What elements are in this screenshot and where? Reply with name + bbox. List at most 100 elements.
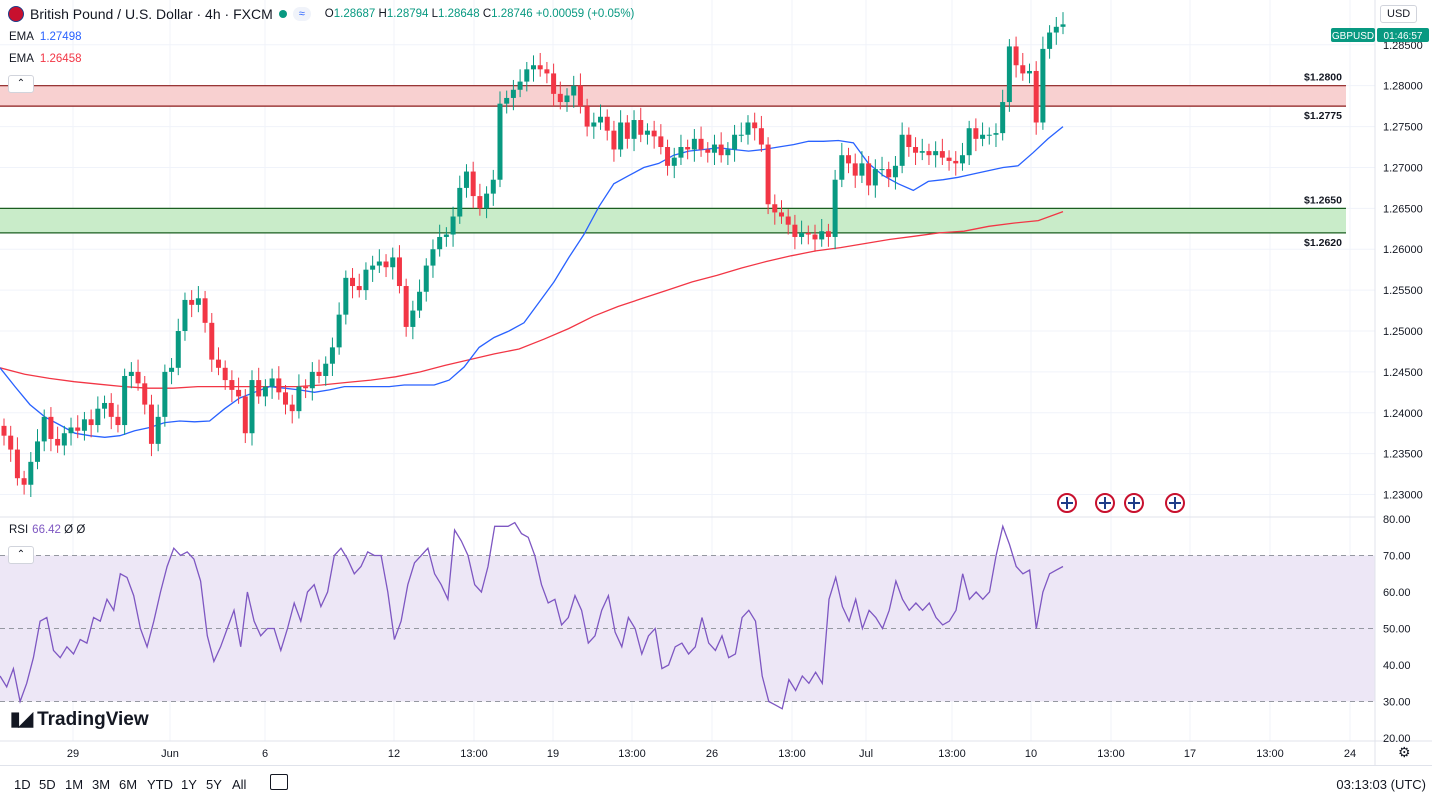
candle-body [289,404,295,412]
candle-body [437,236,443,250]
candle-body [792,224,798,237]
candle-body [631,120,637,139]
rsi-tick-label: 80.00 [1383,514,1411,526]
candle-body [644,130,650,135]
candle-body [604,116,610,131]
candle-body [403,286,409,327]
candle-body [691,138,697,150]
candle-body [745,122,751,135]
timeframe-1m[interactable]: 1M [65,777,84,792]
time-tick-label: 12 [388,748,400,760]
chart-canvas[interactable]: $1.2800$1.2775$1.2650$1.2620 1.285001.28… [0,0,1432,765]
timeframe-5y[interactable]: 5Y [206,777,222,792]
candle-body [879,169,885,171]
time-tag-box [1377,27,1429,42]
candle-body [155,416,161,444]
timeframe-1d[interactable]: 1D [14,777,31,792]
resistance-upper-label: $1.2800 [1304,72,1342,84]
candle-body [276,378,282,393]
candle-body [55,438,61,446]
candle-body [551,73,557,94]
candle-body [752,122,758,129]
timeframe-5d[interactable]: 5D [39,777,56,792]
candle-body [363,269,369,291]
support-upper-label: $1.2650 [1304,194,1342,206]
rsi-legend[interactable]: RSI 66.42 Ø Ø [9,524,86,536]
candle-body [665,147,671,166]
approx-icon[interactable]: ≈ [292,7,311,21]
collapse-legend-button[interactable]: ⌃ [8,75,34,93]
rsi-tick-label: 50.00 [1383,624,1411,636]
candle-body [953,160,959,164]
candle-body [122,375,128,426]
candle-body [892,165,898,178]
currency-button[interactable]: USD [1380,5,1418,23]
candle-body [490,179,496,194]
candle-body [1026,70,1032,74]
candle-body [249,380,255,434]
candle-body [102,402,108,409]
candle-body [504,97,510,104]
time-tick-label: 13:00 [938,748,966,760]
time-tick-label: 13:00 [1097,748,1125,760]
candle-body [926,151,932,156]
timeframe-all[interactable]: All [232,777,247,792]
timeframe-3m[interactable]: 3M [92,777,111,792]
candle-body [484,193,490,209]
bottom-toolbar: 1D 5D 1M 3M 6M YTD 1Y 5Y All 03:13:03 (U… [0,765,1432,806]
ema-slow-legend[interactable]: EMA 1.26458 [9,53,82,65]
candle-body [531,65,536,70]
ema-fast-legend[interactable]: EMA 1.27498 [9,31,82,43]
candle-body [785,216,791,225]
candles [1,12,1066,498]
rsi-tick-label: 60.00 [1383,587,1411,599]
candle-body [303,386,309,389]
candle-body [524,69,530,82]
candle-body [142,383,148,405]
candle-body [262,386,268,397]
timeframe-6m[interactable]: 6M [119,777,138,792]
candle-body [1020,65,1026,74]
candle-body [658,136,664,148]
price-tick-label: 1.24500 [1383,367,1423,379]
candle-body [725,149,731,156]
ema-fast-line [0,126,1064,438]
tradingview-logo-icon: ▮◢ [10,709,33,730]
symbol-title[interactable]: British Pound / U.S. Dollar · 4h · FXCM [30,6,273,22]
candle-body [229,380,235,390]
collapse-rsi-button[interactable]: ⌃ [8,546,34,564]
time-tick-label: 17 [1184,748,1196,760]
axes: 1.28500 1.28000 1.27500 1.27000 1.26500 1.260… [0,0,1432,765]
candle-body [329,347,335,364]
price-axis [1375,0,1432,765]
candle-body [81,419,87,431]
candle-body [1013,46,1019,66]
calendar-icon[interactable] [270,774,288,790]
candle-body [35,441,41,462]
candle-body [430,249,436,266]
candle-body [356,286,362,291]
candle-body [1,425,7,436]
candle-body [215,359,221,368]
rsi-pane [0,521,1375,710]
candle-body [564,95,570,103]
timeframe-1y[interactable]: 1Y [181,777,197,792]
candle-body [959,155,965,164]
candle-body [939,151,945,158]
time-tick-label: 19 [547,748,559,760]
candle-body [1000,102,1006,134]
candle-body [832,179,838,237]
timeframe-ytd[interactable]: YTD [147,777,173,792]
candle-body [463,171,469,188]
candle-body [544,69,550,74]
market-status-icon[interactable] [278,10,287,18]
time-tick-label: 10 [1025,748,1037,760]
candle-body [1060,24,1066,27]
candle-body [705,149,711,153]
settings-gear-icon[interactable]: ⚙ [1398,744,1411,760]
candle-body [993,133,999,135]
candle-body [584,106,590,127]
candle-body [651,130,657,137]
utc-clock[interactable]: 03:13:03 (UTC) [1336,777,1426,792]
